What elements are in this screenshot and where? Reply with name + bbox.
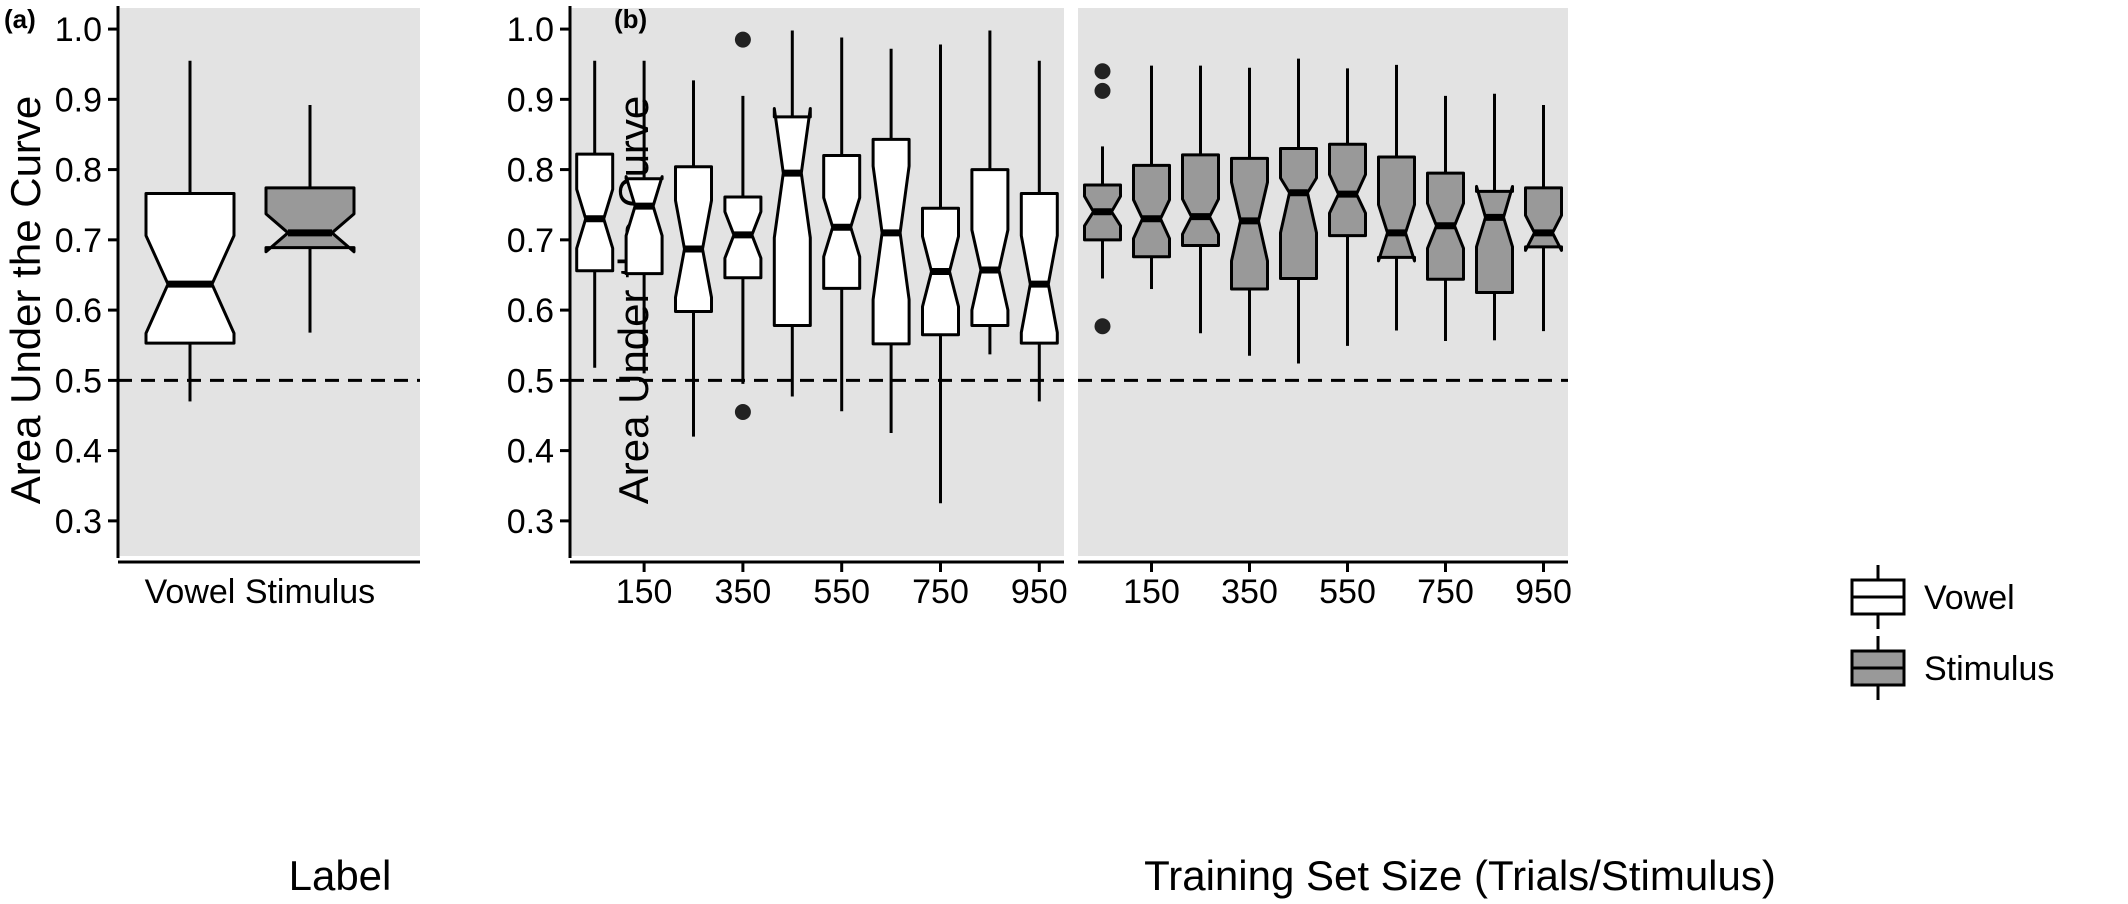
panel-b-y-tick-label: 0.6 — [507, 292, 554, 330]
panel-a-y-tick-label: 0.7 — [55, 222, 102, 260]
chart-marks: 0.3 0.4 0.5 0.6 0.7 0.8 0.9 1.0 0.3 0.4 0.5 0.6 0.7 0… — [55, 6, 1572, 611]
panel-b-stimulus-box-450-notched-box — [1279, 147, 1318, 280]
panel-b-stimulus-box-250-notched-box — [1181, 153, 1220, 247]
panel-b-vowel-x-tick-label: 550 — [813, 573, 870, 611]
panel-b-y-tick-label: 0.8 — [507, 152, 554, 190]
panel-a-y-tick-label: 0.6 — [55, 292, 102, 330]
legend-stimulus-label: Stimulus — [1924, 650, 2054, 688]
panel-a-y-tick-label: 0.5 — [55, 362, 102, 400]
panel-b-vowel-box-250-notched-box — [674, 165, 713, 314]
panel-a-y-axis-title: Area Under the Curve — [2, 96, 49, 505]
legend: Vowel Stimulus — [1850, 565, 2054, 700]
panel-b-stimulus-x-tick-label: 950 — [1515, 573, 1572, 611]
panel-b-stimulus-x-tick-label: 150 — [1123, 573, 1180, 611]
panel-b-vowel-box-850-notched-box — [970, 168, 1010, 328]
panel-b-stimulus-box-150-notched-box — [1132, 163, 1171, 259]
panel-b-stimulus-box-650-notched-box — [1377, 155, 1416, 263]
panel-b-vowel-box-350-outlier-point — [734, 403, 751, 420]
panel-b-stimulus-box-50-outlier-point — [1094, 63, 1111, 80]
panel-a-y-tick-label: 0.4 — [55, 433, 102, 471]
panel-a-y-tick-label: 0.9 — [55, 81, 102, 119]
panel-a-box-stimulus-notched-box — [264, 186, 356, 254]
panel-b-stimulus-box-50-outlier-point — [1094, 318, 1111, 335]
panel-b-vowel-x-tick-label: 750 — [912, 573, 969, 611]
panel-b-vowel-x-tick-label: 350 — [715, 573, 772, 611]
panel-b-y-tick-label: 1.0 — [507, 11, 554, 49]
panel-b-stimulus-x-tick-label: 350 — [1221, 573, 1278, 611]
panel-b-stimulus-box-50-outlier-point — [1094, 82, 1111, 99]
panel-b-y-axis-title: Area Under the Curve — [610, 96, 657, 505]
panel-b-stimulus-x-tick-label: 750 — [1417, 573, 1474, 611]
panel-b-x-axis-title: Training Set Size (Trials/Stimulus) — [1144, 852, 1776, 899]
panel-b-vowel-box-150-notched-box — [624, 175, 664, 276]
panel-b-stimulus-x-tick-label: 550 — [1319, 573, 1376, 611]
panel-a-y-tick-label: 0.3 — [55, 503, 102, 541]
panel-b-letter: (b) — [614, 4, 647, 34]
panel-b-y-tick-label: 0.3 — [507, 503, 554, 541]
legend-vowel-label: Vowel — [1924, 579, 2015, 617]
panel-b-vowel-x-tick-label: 950 — [1011, 573, 1068, 611]
panel-b-vowel-box-450-notched-box — [772, 106, 812, 328]
panel-b-vowel-box-350-outlier-point — [734, 31, 751, 48]
panel-b-y-tick-label: 0.7 — [507, 222, 554, 260]
panel-b-vowel-box-550-notched-box — [822, 154, 862, 290]
panel-a-x-tick-label: Stimulus — [245, 573, 375, 611]
panel-a-y-tick-label: 0.8 — [55, 152, 102, 190]
panel-a-letter: (a) — [4, 4, 36, 34]
panel-b-y-tick-label: 0.5 — [507, 362, 554, 400]
panel-b-stimulus-box-950-notched-box — [1524, 186, 1563, 252]
panel-a-y-tick-label: 1.0 — [55, 11, 102, 49]
panel-a-box-vowel-notched-box — [144, 191, 236, 345]
panel-b-vowel-box-950-notched-box — [1019, 191, 1059, 345]
panel-b-vowel-box-650-notched-box — [871, 137, 911, 346]
panel-b-y-tick-label: 0.9 — [507, 81, 554, 119]
panel-b-stimulus-box-550-notched-box — [1328, 142, 1367, 238]
panel-b-stimulus-box-850-notched-box — [1475, 184, 1514, 295]
panel-b-vowel-x-tick-label: 150 — [616, 573, 673, 611]
panel-a-background — [118, 8, 420, 556]
panel-a-x-tick-label: Vowel — [145, 573, 236, 611]
panel-b-y-tick-label: 0.4 — [507, 433, 554, 471]
panel-a-x-axis-title: Label — [289, 852, 392, 899]
panel-b-vowel-box-50-notched-box — [575, 152, 615, 273]
